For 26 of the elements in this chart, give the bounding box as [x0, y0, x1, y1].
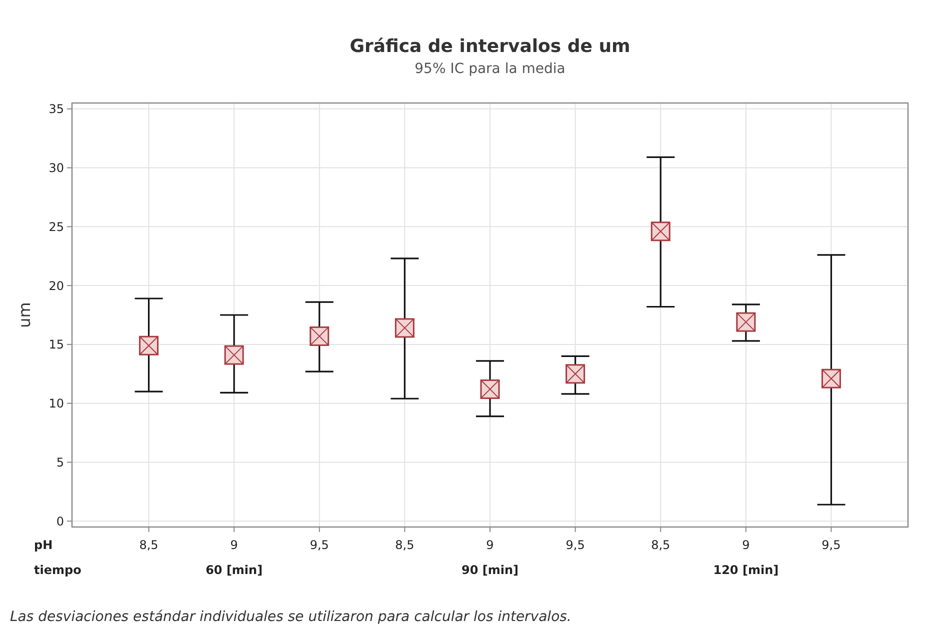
y-tick-label: 30: [48, 160, 64, 175]
chart-subtitle: 95% IC para la media: [414, 61, 566, 77]
chart-title: Gráfica de intervalos de um: [350, 36, 630, 57]
x-tick-label: 8,5: [139, 538, 158, 552]
x-tick-label: 9,5: [566, 538, 585, 552]
y-tick-label: 35: [48, 102, 64, 116]
text: 120 [min]: [713, 563, 779, 577]
y-tick-label: 15: [48, 338, 64, 352]
y-tick-label: 20: [48, 278, 64, 293]
x-tick-label: 9,5: [310, 538, 329, 552]
y-tick-label: 0: [56, 514, 64, 528]
y-tick-label: 25: [48, 220, 64, 234]
text: pH: [34, 538, 53, 552]
y-tick-label: 10: [48, 396, 64, 411]
y-tick-label: 5: [56, 455, 64, 470]
x-tick-label: 9: [486, 538, 494, 552]
y-axis-title: um: [15, 302, 34, 328]
text: 60 [min]: [206, 563, 263, 577]
x-tick-label: 9: [230, 538, 238, 552]
text: tiempo: [34, 563, 82, 577]
x-tick-label: 9,5: [822, 538, 841, 552]
x-tick-label: 8,5: [651, 538, 670, 552]
x-tick-label: 9: [742, 538, 750, 552]
text: 90 [min]: [461, 563, 519, 577]
x-tick-label: 8,5: [395, 538, 414, 552]
text: Las desviaciones estándar individuales se utilizaron para calcular los intervalos.: [10, 609, 572, 625]
